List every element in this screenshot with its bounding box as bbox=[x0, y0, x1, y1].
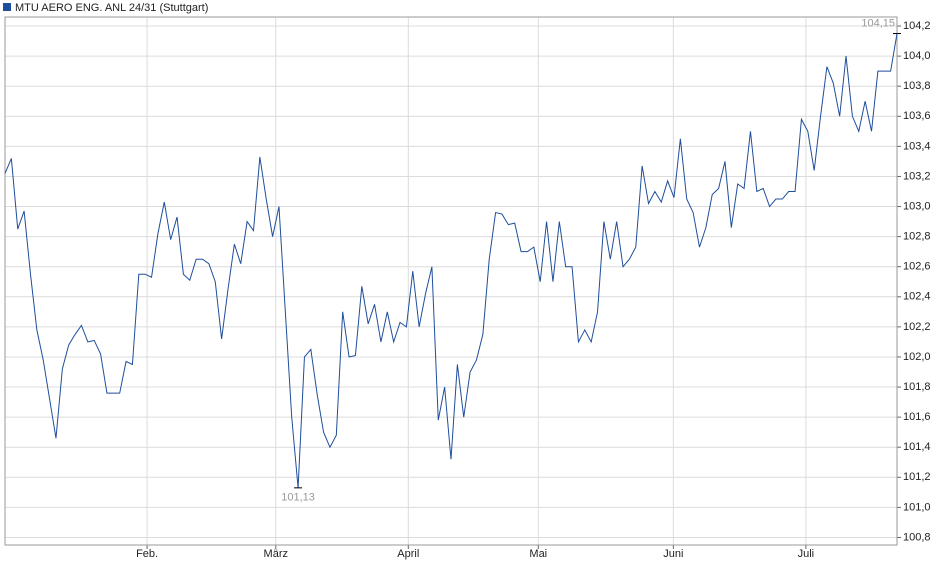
annotation-label: 104,15 bbox=[861, 17, 895, 29]
y-tick-label: 102,2 bbox=[903, 321, 931, 333]
y-tick-label: 103,4 bbox=[903, 140, 931, 152]
y-tick-label: 101,8 bbox=[903, 381, 931, 393]
plot-frame bbox=[4, 16, 898, 546]
annotation-label: 101,13 bbox=[281, 492, 315, 504]
line bbox=[4, 33, 898, 488]
y-tick-label: 103,6 bbox=[903, 110, 931, 122]
y-tick-label: 102,6 bbox=[903, 261, 931, 273]
y-tick-label: 102,0 bbox=[903, 351, 931, 363]
legend-swatch bbox=[3, 3, 11, 11]
y-tick-label: 104,0 bbox=[903, 50, 931, 62]
x-tick-label: Feb. bbox=[136, 548, 158, 560]
y-tick-label: 101,2 bbox=[903, 471, 931, 483]
x-tick-label: Mai bbox=[529, 548, 547, 560]
x-tick-label: Juni bbox=[663, 548, 683, 560]
y-tick-label: 101,0 bbox=[903, 501, 931, 513]
y-tick-label: 103,0 bbox=[903, 200, 931, 212]
x-tick-label: Juli bbox=[798, 548, 815, 560]
y-tick-label: 103,8 bbox=[903, 80, 931, 92]
x-tick-label: März bbox=[264, 548, 288, 560]
y-tick-label: 104,2 bbox=[903, 20, 931, 32]
x-tick-label: April bbox=[397, 548, 419, 560]
y-tick-label: 102,4 bbox=[903, 291, 931, 303]
legend-label: MTU AERO ENG. ANL 24/31 (Stuttgart) bbox=[15, 2, 208, 14]
y-tick-label: 103,2 bbox=[903, 170, 931, 182]
y-tick-label: 102,8 bbox=[903, 231, 931, 243]
y-tick-label: 101,6 bbox=[903, 411, 931, 423]
y-tick-label: 100,8 bbox=[903, 531, 931, 543]
y-tick-label: 101,4 bbox=[903, 441, 931, 453]
